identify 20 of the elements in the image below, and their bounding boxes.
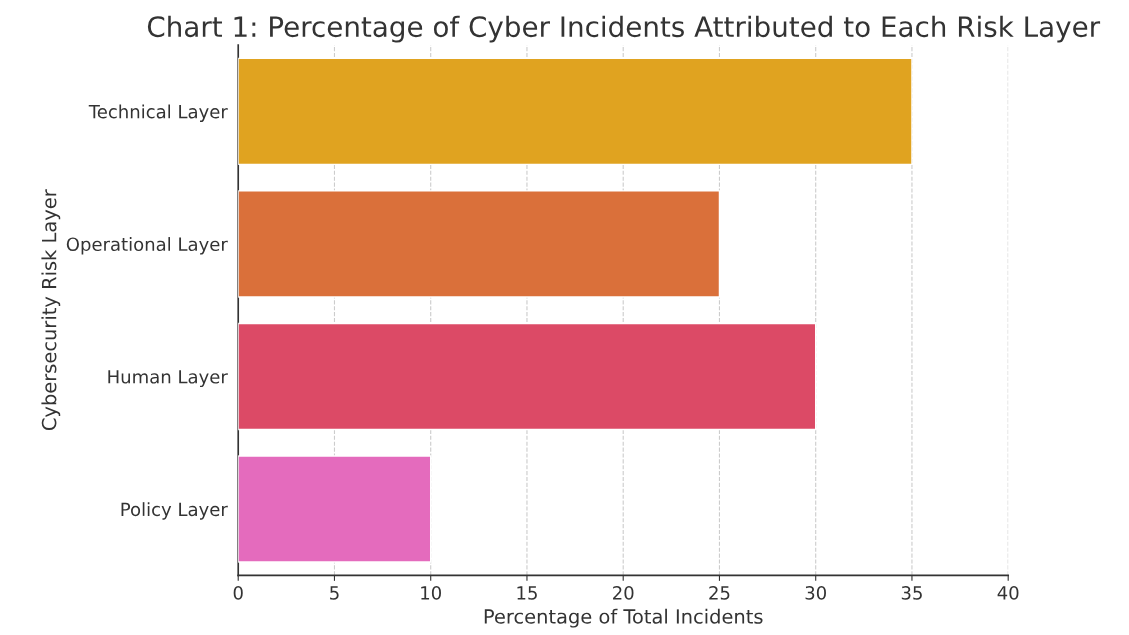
bar [238,322,817,431]
x-tick-label: 30 [805,586,826,600]
chart-title: Chart 1: Percentage of Cyber Incidents Attributed to Each Risk Layer [147,15,1101,43]
x-tick-label: 0 [233,586,243,600]
x-tick-label: 20 [613,586,634,600]
x-tick-label: 10 [421,586,441,600]
y-tick-label: Human Layer [108,370,228,388]
y-tick-label: Technical Layer [88,104,228,122]
bar [238,190,721,298]
x-axis-title: Percentage of Total Incidents [484,608,763,628]
x-tick-label: 25 [709,586,730,600]
y-tick-label: Operational Layer [66,237,228,255]
x-tick-label: 15 [517,586,537,600]
x-tick-label: 5 [330,586,339,600]
y-axis-title: Cybersecurity Risk Layer [41,189,61,431]
x-tick-label: 35 [901,586,922,600]
x-tick-label: 40 [997,586,1019,600]
y-tick-label: Policy Layer [121,502,228,520]
bar [238,455,432,563]
bar [238,57,913,166]
